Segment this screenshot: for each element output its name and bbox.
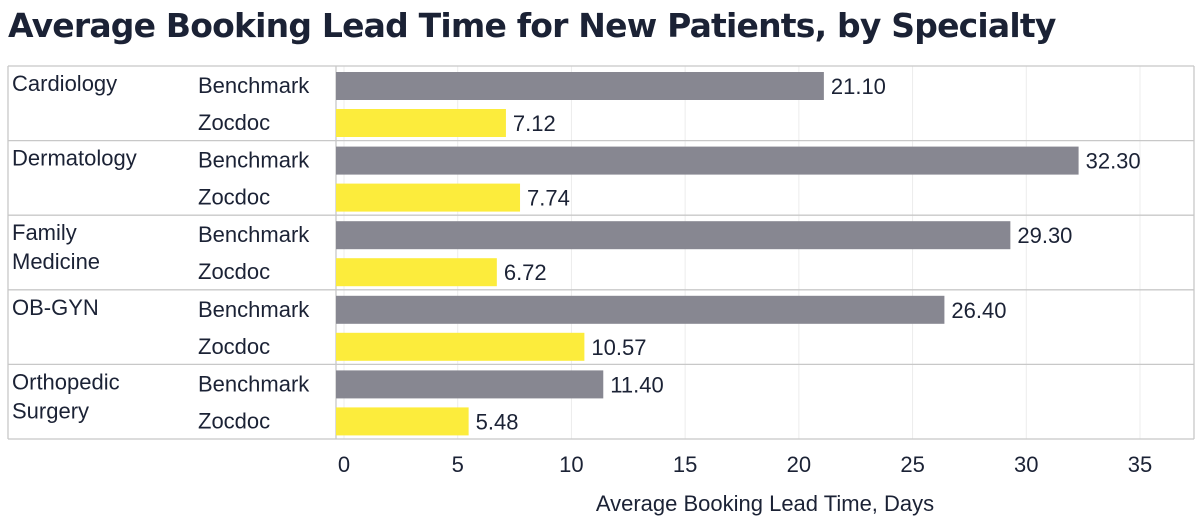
series-label-zocdoc: Zocdoc: [198, 185, 270, 210]
x-tick-label: 10: [559, 452, 583, 477]
value-label: 10.57: [591, 335, 646, 360]
labels: Cardiology Benchmark 21.10 Zocdoc 7.12 Dermat…: [12, 71, 1141, 434]
bar-benchmark-1: [336, 146, 1079, 175]
bar-zocdoc-1: [336, 183, 521, 212]
series-label-benchmark: Benchmark: [198, 297, 310, 322]
bar-benchmark-0: [336, 72, 824, 100]
value-label: 26.40: [951, 298, 1006, 323]
value-label: 7.12: [513, 111, 556, 136]
table-frame: [7, 65, 1195, 440]
bar-benchmark-2: [336, 221, 1011, 250]
bars: [336, 72, 1079, 436]
value-label: 5.48: [476, 409, 519, 434]
x-axis: 0 5 10 15 20 25 30 35 Average Booking Lead Time,…: [338, 452, 1152, 516]
value-label: 29.30: [1017, 223, 1072, 248]
category-label: Dermatology: [12, 146, 137, 171]
bar-zocdoc-4: [336, 407, 469, 436]
value-label: 11.40: [610, 372, 663, 397]
x-tick-label: 15: [673, 452, 697, 477]
series-label-benchmark: Benchmark: [198, 371, 310, 396]
x-tick-label: 5: [452, 452, 464, 477]
category-label: Family Medicine: [12, 220, 100, 274]
x-tick-label: 25: [900, 452, 924, 477]
category-label: Orthopedic Surgery: [12, 369, 120, 423]
series-label-benchmark: Benchmark: [198, 73, 310, 98]
value-label: 21.10: [831, 74, 886, 99]
bar-benchmark-4: [336, 370, 604, 399]
series-label-zocdoc: Zocdoc: [198, 110, 270, 135]
series-label-benchmark: Benchmark: [198, 222, 310, 247]
bar-zocdoc-3: [336, 332, 585, 361]
series-label-zocdoc: Zocdoc: [198, 334, 270, 359]
x-tick-label: 0: [338, 452, 350, 477]
x-tick-label: 35: [1128, 452, 1152, 477]
value-label: 6.72: [504, 260, 547, 285]
bar-benchmark-3: [336, 295, 945, 324]
series-label-benchmark: Benchmark: [198, 148, 310, 173]
x-axis-title: Average Booking Lead Time, Days: [596, 491, 934, 516]
bar-zocdoc-0: [336, 109, 506, 137]
category-label: Cardiology: [12, 71, 117, 96]
series-label-zocdoc: Zocdoc: [198, 408, 270, 433]
category-label: OB-GYN: [12, 295, 99, 320]
chart-title: Average Booking Lead Time for New Patien…: [8, 6, 1056, 45]
x-tick-label: 30: [1014, 452, 1038, 477]
value-label: 32.30: [1086, 149, 1141, 174]
value-label: 7.74: [527, 186, 570, 211]
series-label-zocdoc: Zocdoc: [198, 259, 270, 284]
x-tick-label: 20: [787, 452, 811, 477]
bar-zocdoc-2: [336, 258, 497, 287]
